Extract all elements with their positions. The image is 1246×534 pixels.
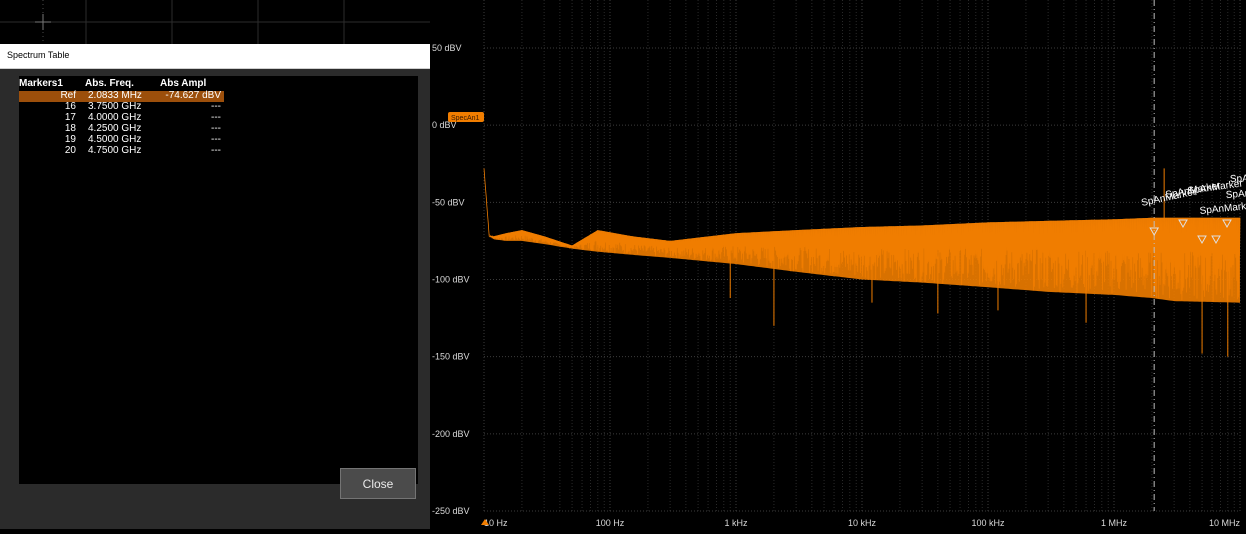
table-row[interactable]: 17 4.0000 GHz --- xyxy=(19,112,224,124)
row-amplitude: --- xyxy=(211,101,221,112)
column-header-abs-freq[interactable]: Abs. Freq. xyxy=(85,78,134,89)
row-amplitude: --- xyxy=(211,123,221,134)
marker-triangle-icon[interactable] xyxy=(1149,227,1160,237)
x-tick-label: 10 kHz xyxy=(848,518,877,528)
table-row[interactable]: 19 4.5000 GHz --- xyxy=(19,134,224,146)
marker-triangle-icon[interactable] xyxy=(1197,235,1207,245)
row-amplitude: --- xyxy=(211,112,221,123)
y-tick-label: -100 dBV xyxy=(432,275,470,285)
row-frequency: 4.7500 GHz xyxy=(88,145,142,156)
row-marker: 18 xyxy=(64,123,76,134)
top-grid xyxy=(0,0,430,44)
top-waveform-strip xyxy=(0,0,430,44)
spectrum-plot[interactable]: 50 dBV 0 dBV -50 dBV -100 dBV -150 dBV -200 d… xyxy=(430,0,1246,529)
marker-label: SpAnMarker xyxy=(1230,172,1246,185)
origin-arrow-icon xyxy=(481,519,489,525)
y-tick-label: 0 dBV xyxy=(432,120,457,130)
marker-label: SpAnMarker xyxy=(1225,186,1246,201)
row-amplitude: --- xyxy=(211,134,221,145)
table-row[interactable]: 16 3.7500 GHz --- xyxy=(19,101,224,113)
trace-tag-label: SpecAn1 xyxy=(451,115,480,122)
row-marker: Ref xyxy=(60,90,76,101)
x-tick-label: 1 MHz xyxy=(1101,518,1128,528)
x-tick-label: 100 kHz xyxy=(971,518,1005,528)
row-frequency: 4.5000 GHz xyxy=(88,134,142,145)
y-tick-label: -200 dBV xyxy=(432,429,470,439)
close-button[interactable]: Close xyxy=(340,468,416,499)
marker-triangle-icon[interactable] xyxy=(1211,235,1221,245)
y-tick-label: -150 dBV xyxy=(432,352,470,362)
y-tick-label: -50 dBV xyxy=(432,197,465,207)
row-frequency: 4.2500 GHz xyxy=(88,123,142,134)
row-marker: 20 xyxy=(64,145,76,156)
y-tick-label: -250 dBV xyxy=(432,506,470,516)
spectrum-chart[interactable]: 50 dBV 0 dBV -50 dBV -100 dBV -150 dBV -200 d… xyxy=(430,0,1246,529)
trace-tag-badge[interactable] xyxy=(448,112,484,122)
dialog-title: Spectrum Table xyxy=(7,50,70,60)
table-row[interactable]: 20 4.7500 GHz --- xyxy=(19,145,224,157)
x-tick-label: 100 Hz xyxy=(596,518,625,528)
marker-label: SpAnMarker xyxy=(1199,200,1246,217)
marker-triangle-icon[interactable] xyxy=(1222,219,1232,229)
table-row[interactable]: Ref 2.0833 MHz -74.627 dBV xyxy=(19,90,224,102)
row-amplitude: --- xyxy=(211,145,221,156)
row-marker: 16 xyxy=(64,101,76,112)
row-frequency: 3.7500 GHz xyxy=(88,101,142,112)
row-frequency: 4.0000 GHz xyxy=(88,112,142,123)
column-header-markers[interactable]: Markers1 xyxy=(19,78,63,89)
dialog-titlebar[interactable]: Spectrum Table xyxy=(0,44,430,69)
x-tick-label: 1 kHz xyxy=(724,518,748,528)
row-frequency: 2.0833 MHz xyxy=(88,90,142,101)
marker-triangle-icon[interactable] xyxy=(1178,219,1188,229)
row-amplitude: -74.627 dBV xyxy=(165,90,221,101)
x-tick-label: 10 MHz xyxy=(1209,518,1241,528)
spectrum-trace xyxy=(483,168,1241,302)
x-tick-label: 10 Hz xyxy=(484,518,508,528)
row-marker: 19 xyxy=(64,134,76,145)
spectrum-table-dialog: Spectrum Table Markers1 Abs. Freq. Abs A… xyxy=(0,44,430,529)
spectrum-table: Markers1 Abs. Freq. Abs Ampl Ref 2.0833 M… xyxy=(19,76,418,484)
column-header-abs-ampl[interactable]: Abs Ampl xyxy=(160,78,207,89)
y-tick-label: 50 dBV xyxy=(432,43,462,53)
row-marker: 17 xyxy=(64,112,76,123)
table-row[interactable]: 18 4.2500 GHz --- xyxy=(19,123,224,135)
